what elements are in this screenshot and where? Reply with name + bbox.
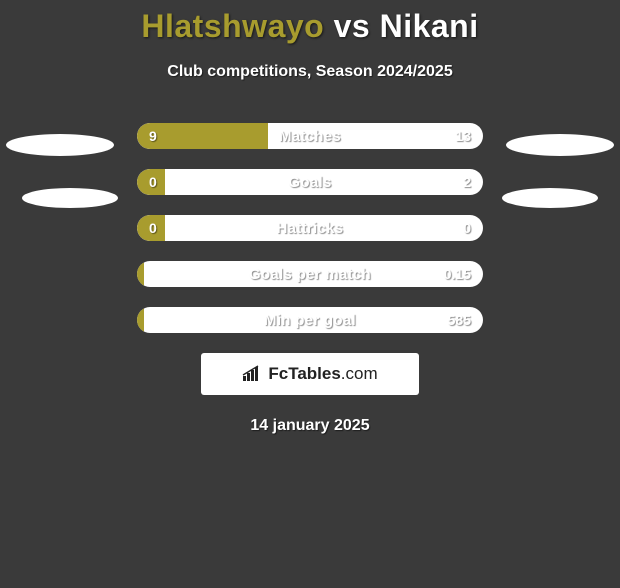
brand-bold: FcTables [268, 364, 340, 383]
stat-value-right: 2 [463, 169, 471, 195]
stat-label: Goals [137, 169, 483, 195]
decorative-ellipse [506, 134, 614, 156]
bar-chart-icon [242, 365, 264, 383]
stat-row: Min per goal585 [137, 307, 483, 333]
brand-light: .com [341, 364, 378, 383]
date-label: 14 january 2025 [0, 417, 620, 435]
page-title: Hlatshwayo vs Nikani [0, 8, 620, 45]
brand-text: FcTables.com [268, 364, 377, 384]
stat-value-right: 0 [463, 215, 471, 241]
stat-row: 0Hattricks0 [137, 215, 483, 241]
subtitle: Club competitions, Season 2024/2025 [0, 63, 620, 81]
stat-value-right: 585 [448, 307, 471, 333]
title-player1: Hlatshwayo [141, 8, 324, 44]
title-vs: vs [334, 8, 371, 44]
stat-label: Matches [137, 123, 483, 149]
stat-label: Hattricks [137, 215, 483, 241]
decorative-ellipse [22, 188, 118, 208]
stat-value-right: 13 [455, 123, 471, 149]
stat-row: 9Matches13 [137, 123, 483, 149]
stat-value-right: 0.15 [444, 261, 471, 287]
stat-row: Goals per match0.15 [137, 261, 483, 287]
decorative-ellipse [6, 134, 114, 156]
stat-label: Min per goal [137, 307, 483, 333]
brand-box: FcTables.com [201, 353, 419, 395]
stat-row: 0Goals2 [137, 169, 483, 195]
title-player2: Nikani [380, 8, 479, 44]
stat-label: Goals per match [137, 261, 483, 287]
stats-container: 9Matches130Goals20Hattricks0Goals per ma… [137, 123, 483, 333]
decorative-ellipse [502, 188, 598, 208]
